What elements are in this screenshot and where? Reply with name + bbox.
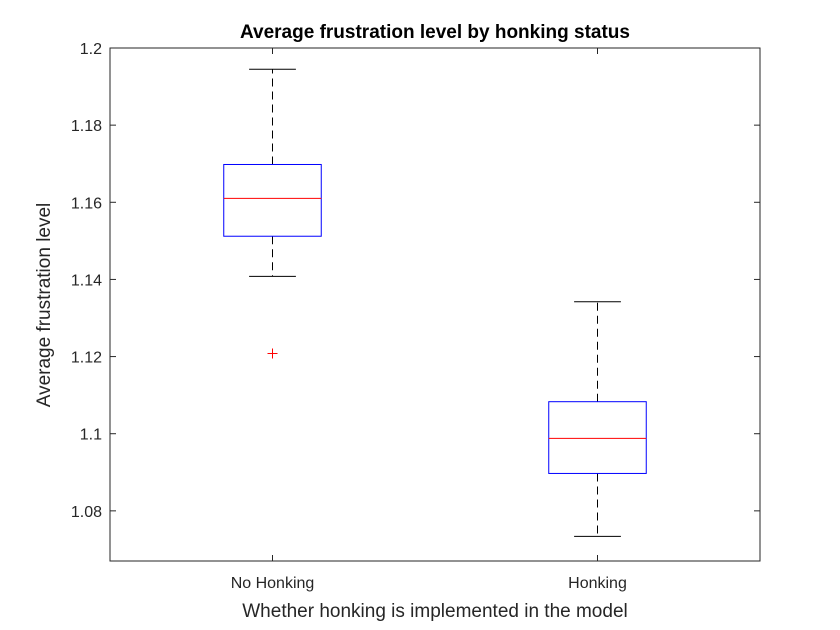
y-axis: 1.08 1.1 1.12 1.14 1.16 1.18 1.2 [71,41,760,521]
iqr-box [223,163,322,237]
box-no-honking [223,68,322,359]
y-tick-label: 1.1 [80,427,102,444]
y-axis-label: Average frustration level [34,203,55,408]
y-tick-label: 1.18 [71,118,102,135]
box-honking [548,301,647,537]
y-tick-label: 1.2 [80,41,102,58]
box-series [223,68,647,537]
y-tick-label: 1.12 [71,350,102,367]
x-tick-label: Honking [568,575,627,592]
plot-area [109,47,761,562]
outlier-marker [267,348,278,359]
y-tick-label: 1.16 [71,195,102,212]
chart-title: Average frustration level by honking sta… [240,22,630,43]
x-axis-label: Whether honking is implemented in the mo… [242,601,627,622]
x-axis: No Honking Honking [231,48,627,592]
y-tick-label: 1.08 [71,504,102,521]
x-tick-label: No Honking [231,575,315,592]
y-tick-label: 1.14 [71,272,102,289]
iqr-box [548,401,647,474]
